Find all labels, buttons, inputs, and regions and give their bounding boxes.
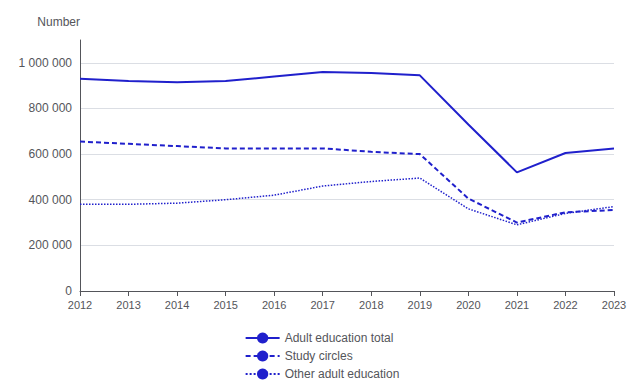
svg-text:1 000 000: 1 000 000 [19,56,73,70]
svg-text:200 000: 200 000 [29,238,73,252]
svg-text:2019: 2019 [408,299,432,311]
svg-text:2017: 2017 [310,299,334,311]
svg-text:2016: 2016 [262,299,286,311]
svg-text:Adult education total: Adult education total [285,331,394,345]
svg-text:2013: 2013 [116,299,140,311]
svg-text:Number: Number [37,15,80,29]
svg-text:2022: 2022 [553,299,577,311]
svg-text:0: 0 [65,284,72,298]
svg-text:2012: 2012 [68,299,92,311]
svg-text:600 000: 600 000 [29,147,73,161]
svg-text:2021: 2021 [505,299,529,311]
svg-text:2023: 2023 [602,299,626,311]
svg-text:2015: 2015 [213,299,237,311]
svg-text:2018: 2018 [359,299,383,311]
svg-text:800 000: 800 000 [29,101,73,115]
svg-text:Other adult education: Other adult education [285,367,400,381]
svg-text:2020: 2020 [456,299,480,311]
svg-text:2014: 2014 [165,299,189,311]
svg-text:400 000: 400 000 [29,193,73,207]
svg-text:Study circles: Study circles [285,349,353,363]
